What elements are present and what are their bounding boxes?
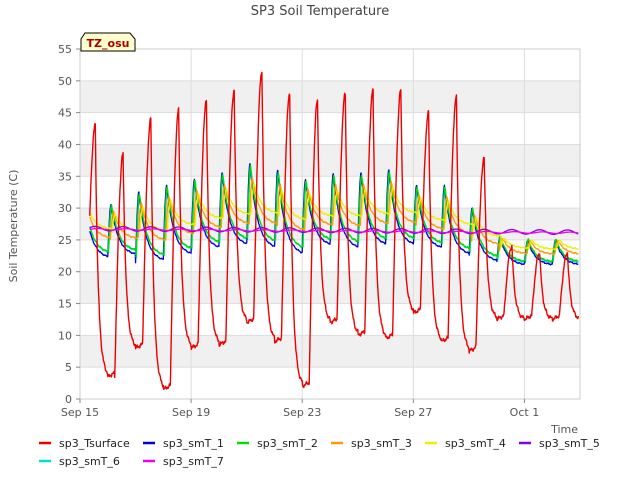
- axes: 0 5 10 15 20 25 30 35 40 45 50 55 Sep 15 Sep 19 Sep 23…: [58, 43, 581, 419]
- grid-band: [80, 271, 580, 304]
- x-tick-label: Sep 27: [394, 406, 432, 419]
- legend-label: sp3_smT_3: [351, 437, 412, 450]
- y-tick-label: 25: [58, 234, 72, 247]
- series-line-sp3-smt-3: [89, 177, 579, 256]
- y-tick-label: 15: [58, 298, 72, 311]
- y-tick-label: 35: [58, 170, 72, 183]
- series-line-sp3-tsurface: [89, 71, 579, 390]
- x-tick-label: Sep 19: [172, 406, 210, 419]
- x-tick-label: Sep 23: [283, 406, 321, 419]
- legend-label: sp3_smT_2: [257, 437, 318, 450]
- y-tick-label: 20: [58, 266, 72, 279]
- legend-label: sp3_smT_5: [539, 437, 600, 450]
- legend: sp3_Tsurface sp3_smT_1 sp3_smT_2 sp3_smT_3 s…: [39, 437, 600, 468]
- tz-badge: TZ_osu: [80, 32, 136, 52]
- chart-title: SP3 Soil Temperature: [251, 4, 389, 19]
- grid-band: [80, 335, 580, 368]
- series-line-sp3-smt-7: [89, 227, 579, 235]
- y-axis-title: Soil Temperature (C): [7, 170, 20, 283]
- tz-badge-shape: [80, 32, 136, 52]
- legend-label: sp3_smT_4: [445, 437, 506, 450]
- legend-label: sp3_smT_6: [59, 455, 120, 468]
- legend-label: sp3_smT_7: [163, 455, 224, 468]
- x-tick-label: Oct 1: [510, 406, 540, 419]
- y-tick-label: 55: [58, 43, 72, 56]
- plot-frame: [79, 48, 581, 400]
- y-tick-label: 0: [65, 393, 72, 406]
- series-line-sp3-smt-2: [89, 164, 579, 263]
- y-tick-label: 50: [58, 75, 72, 88]
- plot-background: [80, 49, 580, 399]
- grid-band: [80, 144, 580, 177]
- x-axis-title: Time: [550, 423, 578, 436]
- y-tick-label: 5: [65, 361, 72, 374]
- grid-band: [80, 80, 580, 113]
- y-tick-label: 40: [58, 138, 72, 151]
- y-tick-label: 10: [58, 329, 72, 342]
- legend-label: sp3_smT_1: [163, 437, 224, 450]
- y-tick-label: 45: [58, 107, 72, 120]
- x-tick-label: Sep 15: [61, 406, 99, 419]
- y-tick-label: 30: [58, 202, 72, 215]
- legend-label: sp3_Tsurface: [59, 437, 130, 450]
- series-line-sp3-smt-4: [89, 183, 579, 251]
- tz-badge-label: TZ_osu: [87, 37, 130, 50]
- series-lines: [89, 71, 579, 390]
